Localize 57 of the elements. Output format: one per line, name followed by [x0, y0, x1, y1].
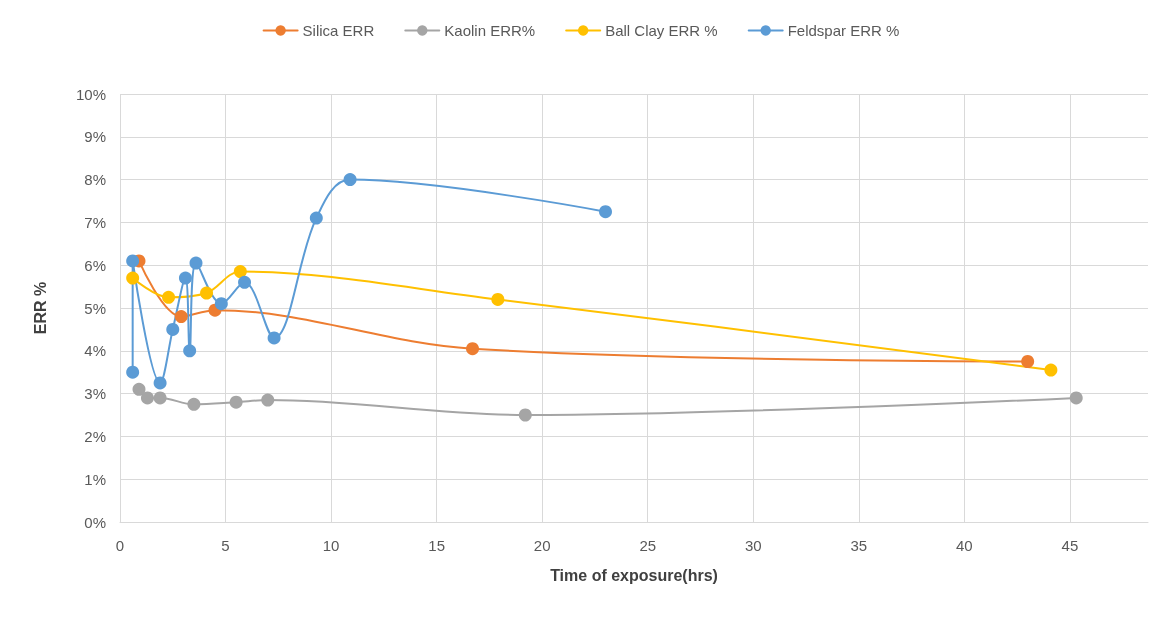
point: [178, 271, 192, 285]
x-tick-label: 5: [221, 537, 230, 554]
x-tick-label: 25: [639, 537, 657, 554]
x-tick-label: 35: [850, 537, 868, 554]
point: [189, 256, 203, 270]
point: [183, 344, 197, 358]
point: [153, 391, 167, 405]
point: [162, 290, 176, 304]
y-tick-label: 7%: [84, 213, 106, 231]
x-tick-label: 45: [1061, 537, 1079, 554]
legend-label: Ball Clay ERR %: [605, 22, 718, 39]
y-tick-label: 9%: [84, 128, 106, 146]
y-tick-label: 4%: [84, 342, 106, 360]
point: [1021, 355, 1035, 368]
point: [132, 382, 146, 396]
y-tick-label: 1%: [84, 470, 106, 488]
point: [238, 275, 252, 289]
point: [126, 254, 140, 268]
x-axis-title: Time of exposure(hrs): [550, 566, 718, 584]
point: [229, 395, 243, 409]
y-tick-label: 0%: [84, 513, 106, 531]
x-tick-label: 10: [322, 537, 340, 554]
point: [187, 397, 201, 411]
point: [261, 393, 275, 407]
x-tick-label: 20: [533, 537, 551, 554]
point: [126, 271, 140, 285]
y-tick-label: 10%: [75, 85, 106, 103]
point: [233, 265, 247, 279]
point: [1069, 391, 1083, 405]
y-tick-label: 3%: [84, 385, 106, 403]
point: [126, 365, 140, 379]
point: [267, 331, 281, 345]
point: [140, 391, 154, 405]
point: [166, 322, 180, 336]
x-tick-label: 40: [956, 537, 973, 554]
point: [518, 408, 532, 422]
x-tick-label: 15: [428, 537, 445, 554]
point: [343, 173, 357, 187]
y-tick-label: 8%: [84, 171, 106, 189]
point: [309, 211, 323, 225]
point: [214, 297, 228, 311]
legend-label: Feldspar ERR %: [787, 22, 900, 39]
x-tick-label: 30: [744, 537, 762, 554]
y-tick-label: 6%: [84, 256, 106, 274]
point: [1044, 363, 1058, 377]
legend-label: Kaolin ERR%: [444, 22, 536, 39]
legend-label: Silica ERR: [302, 22, 375, 39]
point: [153, 376, 167, 390]
point: [174, 310, 188, 324]
point: [599, 205, 612, 219]
y-tick-label: 2%: [84, 427, 106, 445]
y-tick-label: 5%: [84, 299, 106, 317]
point: [466, 342, 480, 356]
y-axis-title: ERR %: [31, 281, 49, 335]
x-tick-label: 0: [115, 537, 125, 554]
point: [200, 286, 214, 300]
point: [491, 292, 505, 306]
